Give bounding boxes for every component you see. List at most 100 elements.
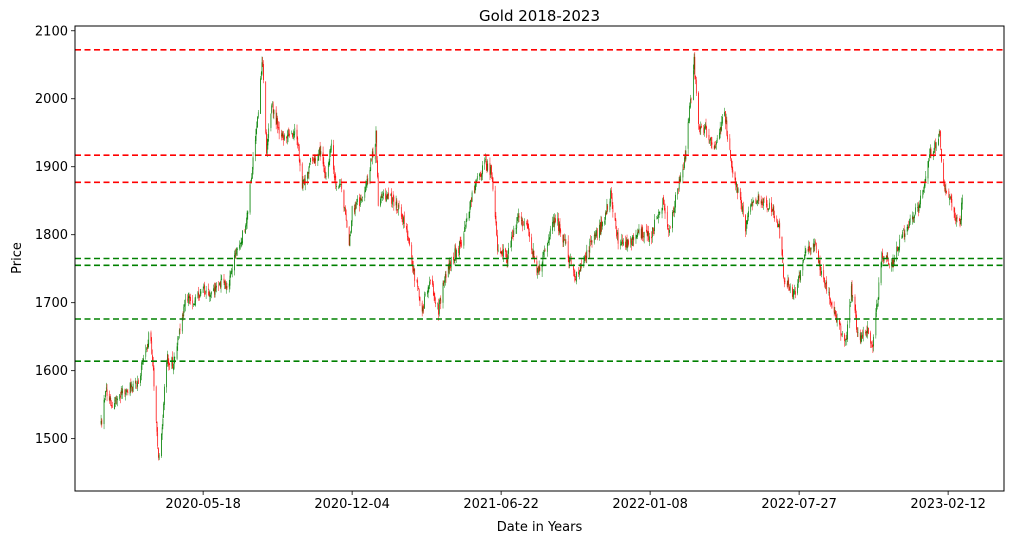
- candle-up: [354, 204, 356, 214]
- candle-up: [877, 298, 879, 307]
- candle-up: [802, 262, 804, 271]
- candle-up: [881, 252, 883, 265]
- candle-up: [751, 203, 752, 206]
- candle-up: [852, 297, 854, 298]
- candle-up: [444, 274, 446, 282]
- candle-up: [757, 200, 758, 204]
- candle-up: [173, 356, 175, 369]
- candle-down: [731, 160, 733, 170]
- candle-down: [908, 226, 909, 229]
- candle-up: [447, 264, 449, 278]
- candle-up: [897, 248, 899, 252]
- candle-up: [383, 192, 384, 196]
- candle-down: [275, 109, 277, 126]
- candle-up: [471, 192, 473, 202]
- candle-up: [459, 241, 460, 255]
- candle-up: [167, 353, 168, 365]
- candle-up: [657, 217, 658, 219]
- candle-down: [953, 207, 955, 213]
- candle-down: [418, 288, 419, 290]
- candle-down: [784, 281, 786, 282]
- candle-down: [126, 390, 128, 392]
- candle-up: [184, 304, 185, 307]
- y-tick-label: 1900: [35, 160, 68, 175]
- candle-down: [218, 284, 220, 286]
- candle-down: [667, 224, 669, 227]
- candle-up: [195, 296, 197, 302]
- candle-up: [542, 255, 544, 265]
- candle-down: [432, 279, 433, 285]
- candle-up: [476, 176, 478, 180]
- candle-up: [283, 135, 285, 140]
- candle-down: [152, 355, 153, 361]
- candle-down: [830, 298, 831, 303]
- candle-down: [779, 222, 781, 239]
- candle-down: [959, 218, 961, 226]
- candle-up: [266, 143, 268, 154]
- candle-up: [674, 206, 676, 212]
- candle-up: [469, 206, 471, 213]
- candle-down: [570, 259, 572, 265]
- candle-up: [178, 336, 179, 338]
- candle-up: [950, 197, 951, 198]
- candle-down: [377, 175, 379, 206]
- candle-up: [621, 239, 623, 245]
- candle-up: [861, 335, 863, 337]
- candle-up: [351, 206, 353, 222]
- candle-up: [427, 291, 428, 295]
- candle-up: [675, 194, 676, 208]
- candle-down: [939, 131, 941, 133]
- candle-down: [607, 205, 609, 210]
- candle-up: [148, 332, 150, 345]
- candle-up: [314, 157, 316, 164]
- candle-up: [810, 247, 812, 250]
- candle-up: [891, 262, 892, 267]
- candle-down: [423, 305, 424, 308]
- candle-down: [421, 302, 423, 312]
- candle-up: [216, 286, 217, 288]
- candle-down: [204, 285, 205, 295]
- candle-down: [792, 287, 793, 297]
- candle-up: [552, 219, 554, 224]
- candle-down: [445, 274, 447, 278]
- candle-up: [134, 381, 136, 384]
- candle-down: [833, 306, 835, 313]
- candle-up: [792, 294, 794, 297]
- candle-up: [677, 188, 679, 195]
- candle-down: [266, 132, 267, 154]
- candle-up: [944, 188, 946, 189]
- candle-down: [359, 197, 360, 207]
- candle-down: [646, 229, 647, 232]
- candle-down: [496, 221, 498, 236]
- candle-up: [119, 394, 121, 399]
- candle-down: [282, 133, 284, 137]
- candle-down: [235, 253, 237, 255]
- candle-up: [276, 117, 278, 124]
- candle-down: [788, 278, 790, 286]
- candle-down: [505, 248, 506, 252]
- candle-down: [299, 159, 301, 166]
- candle-down: [531, 237, 533, 251]
- candle-down: [815, 242, 816, 244]
- candle-down: [612, 205, 614, 213]
- candle-up: [231, 270, 232, 275]
- candle-down: [345, 207, 346, 215]
- candle-down: [355, 204, 357, 206]
- candle-down: [590, 240, 591, 242]
- candle-down: [839, 323, 841, 325]
- candle-down: [820, 270, 822, 274]
- candle-up: [194, 300, 196, 305]
- candle-up: [929, 149, 931, 154]
- candle-up: [109, 397, 111, 400]
- candle-down: [695, 79, 697, 94]
- candle-down: [774, 215, 775, 219]
- candle-up: [803, 254, 805, 260]
- candle-up: [251, 177, 252, 182]
- candle-up: [241, 241, 243, 244]
- candle-down: [283, 135, 284, 140]
- candle-up: [821, 271, 822, 275]
- candle-down: [628, 240, 629, 245]
- candle-down: [760, 200, 762, 204]
- candle-down: [289, 134, 290, 136]
- candle-up: [271, 105, 273, 113]
